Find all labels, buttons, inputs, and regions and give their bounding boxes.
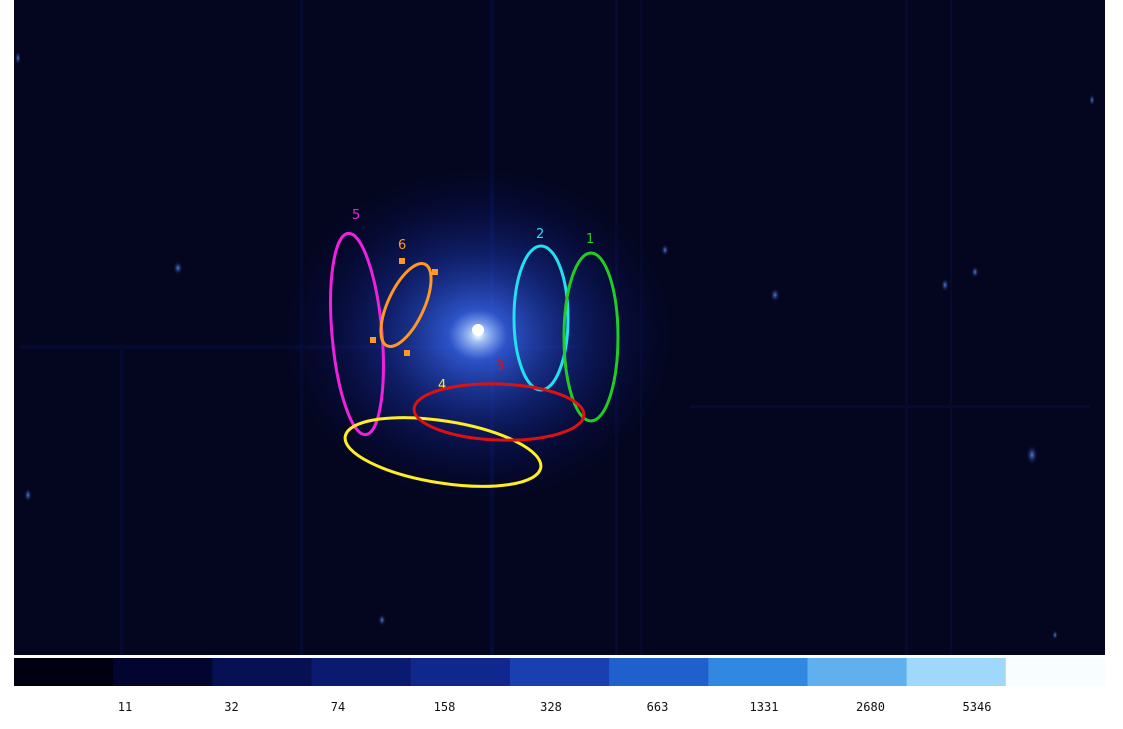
region-6[interactable]: 6: [370, 238, 441, 356]
region-ellipse[interactable]: [412, 381, 586, 443]
region-label: 3: [496, 359, 504, 374]
region-ellipse[interactable]: [371, 257, 442, 354]
point-sources: [15, 51, 1095, 640]
colorbar-tick-label: 2680: [856, 700, 885, 714]
colorbar-tick-label: 1331: [750, 700, 779, 714]
region-3[interactable]: 3: [412, 359, 586, 443]
colorbar-segment: [906, 658, 1007, 686]
colorbar-segment: [609, 658, 709, 686]
region-label: 6: [398, 238, 406, 253]
colorbar-segment: [807, 658, 908, 686]
region-4[interactable]: 4: [340, 378, 545, 498]
colorbar-segment: [113, 658, 213, 686]
colorbar-tick-label: 328: [540, 700, 562, 714]
region-ellipse[interactable]: [562, 251, 620, 423]
region-1[interactable]: 1: [562, 232, 620, 423]
region-label: 1: [586, 232, 594, 247]
colorbar-segment: [708, 658, 809, 686]
colorbar-segment: [509, 658, 610, 686]
colorbar-segment: [212, 658, 313, 686]
colorbar-tick-labels: 11 32 74 158 328 663 1331 2680 5346: [118, 700, 992, 714]
colorbar-segment: [1005, 658, 1106, 686]
colorbar-gradient: [14, 658, 1106, 686]
region-label: 4: [438, 378, 446, 393]
colorbar-tick-label: 663: [647, 700, 669, 714]
source-core: [472, 324, 484, 336]
colorbar-tick-label: 5346: [963, 700, 992, 714]
region-overlays: 5 6 2 1 4: [329, 208, 620, 498]
colorbar-segment: [311, 658, 412, 686]
colorbar[interactable]: 11 32 74 158 328 663 1331 2680 5346: [14, 658, 1106, 714]
region-label: 5: [352, 208, 360, 223]
region-label: 2: [536, 227, 544, 242]
colorbar-segment: [14, 658, 114, 686]
selection-handles[interactable]: [370, 258, 438, 356]
colorbar-tick-label: 158: [434, 700, 456, 714]
colorbar-tick-label: 11: [118, 700, 132, 714]
colorbar-tick-label: 74: [331, 700, 345, 714]
colorbar-tick-label: 32: [224, 700, 238, 714]
colorbar-segment: [410, 658, 511, 686]
region-ellipse[interactable]: [340, 406, 545, 498]
